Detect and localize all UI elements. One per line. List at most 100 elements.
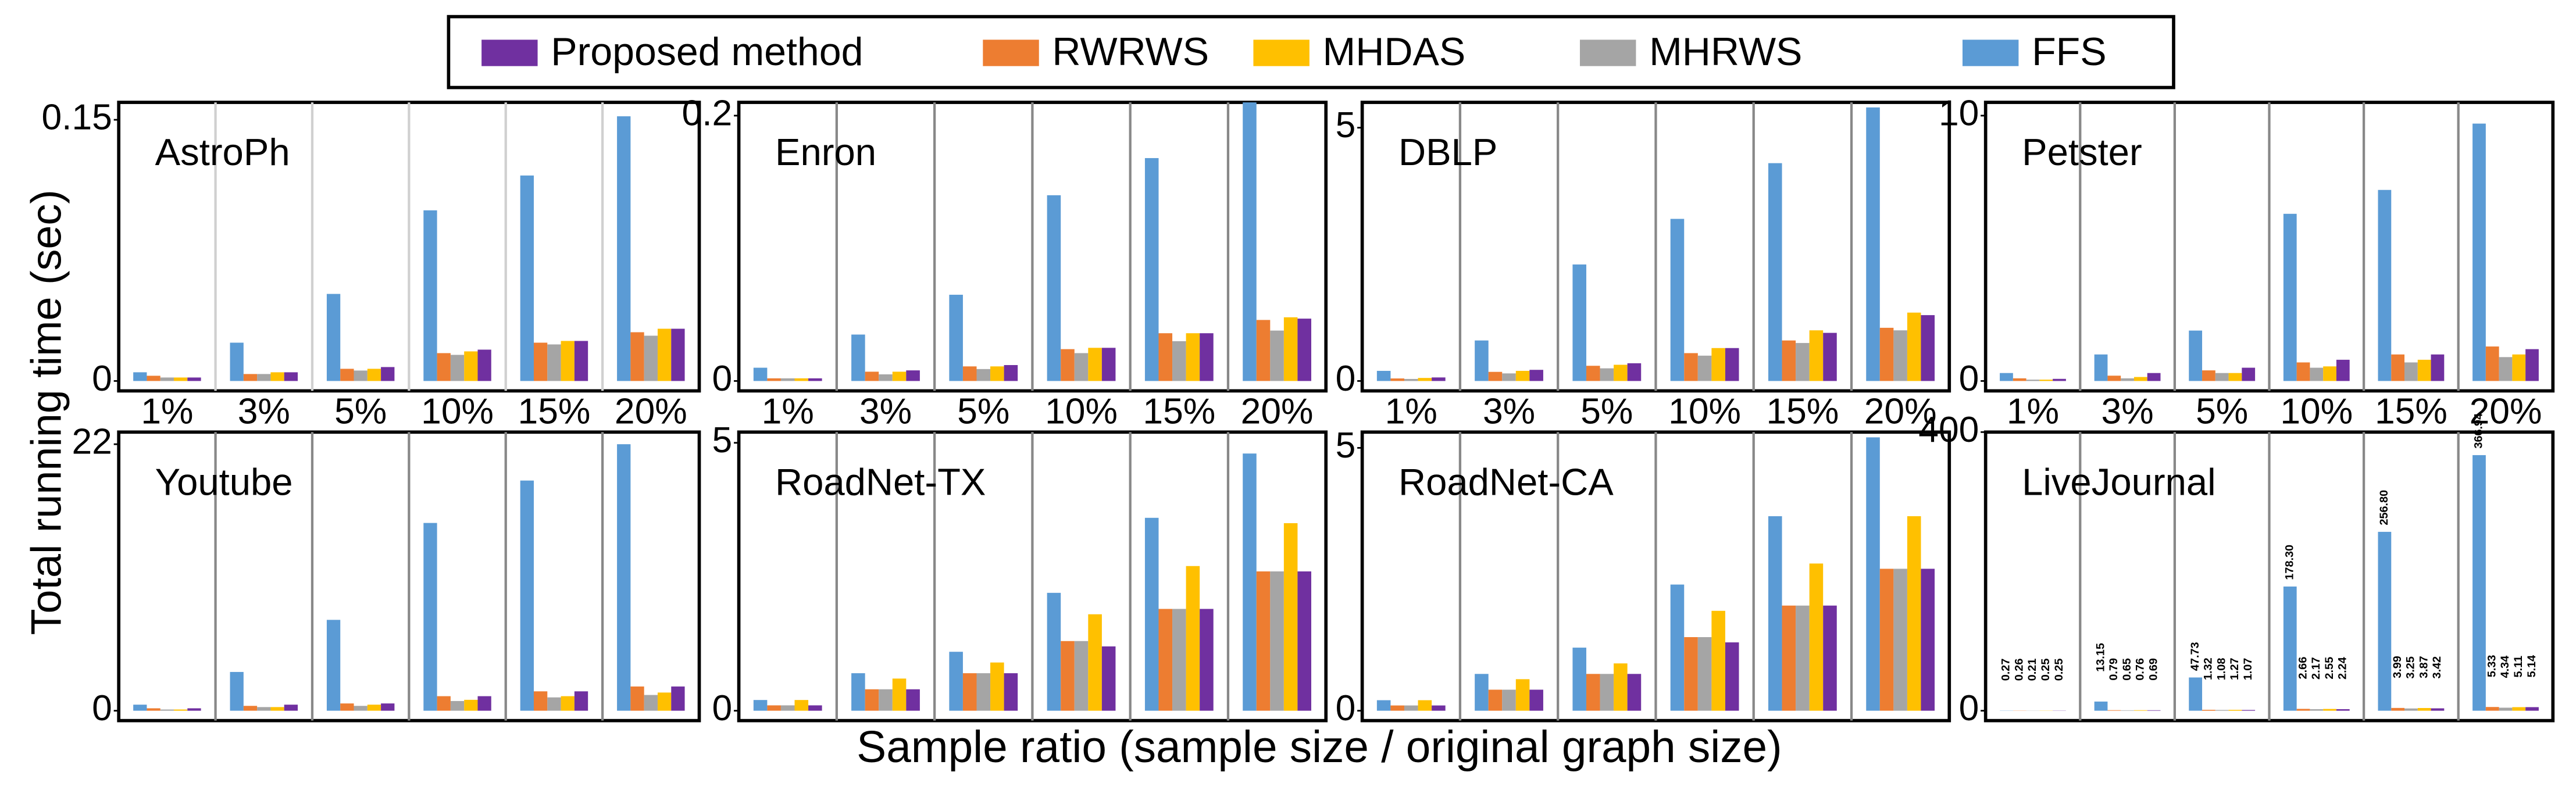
bar	[2499, 357, 2513, 381]
bar	[2147, 710, 2161, 711]
x-tick-label: 5%	[1580, 392, 1633, 432]
bar	[879, 374, 893, 381]
bar	[2133, 710, 2147, 711]
y-tick-label: 5	[1336, 426, 1356, 466]
data-label: 3.42	[2431, 656, 2443, 679]
bar	[644, 695, 658, 711]
bar	[753, 367, 768, 381]
bar	[1243, 453, 1257, 711]
bar	[547, 697, 561, 711]
bar	[270, 707, 284, 711]
x-tick-label: 1%	[762, 392, 814, 432]
x-tick-label: 20%	[615, 392, 687, 432]
bar	[990, 662, 1004, 711]
bar	[630, 332, 644, 381]
panel-title: AstroPh	[155, 131, 290, 173]
bar	[1376, 700, 1391, 711]
bar	[1627, 363, 1642, 381]
panel-title: DBLP	[1398, 131, 1497, 173]
bar	[1921, 315, 1935, 381]
bar	[1823, 605, 1837, 711]
bar	[2472, 123, 2486, 381]
bar	[354, 370, 368, 381]
bar	[1404, 705, 1418, 711]
bar	[2525, 349, 2539, 381]
bar	[671, 328, 685, 381]
x-tick-label: 3%	[859, 392, 912, 432]
bar	[962, 366, 977, 381]
bar	[423, 210, 437, 381]
bar	[1697, 637, 1712, 711]
bar	[949, 295, 963, 381]
bar	[450, 700, 465, 711]
data-label: 0.21	[2026, 659, 2039, 681]
bar	[230, 342, 244, 381]
data-label: 1.27	[2228, 657, 2241, 680]
bar	[187, 377, 201, 381]
bar	[1243, 102, 1257, 381]
bar	[879, 689, 893, 711]
bar	[381, 367, 395, 381]
x-tick-label: 20%	[2470, 392, 2542, 432]
bar	[1515, 370, 1530, 381]
bar	[906, 370, 920, 381]
bar	[340, 703, 354, 711]
data-label: 13.15	[2094, 643, 2107, 672]
x-tick-label: 1%	[141, 392, 193, 432]
bar	[1256, 571, 1271, 711]
bar	[1711, 348, 1725, 381]
bar	[381, 703, 395, 711]
data-label: 256.80	[2378, 490, 2391, 526]
bar	[1297, 571, 1311, 711]
bar	[1270, 571, 1284, 711]
bar	[1432, 705, 1446, 711]
y-tick-label: 5	[1336, 105, 1356, 145]
bar	[767, 705, 781, 711]
bar	[1600, 368, 1614, 381]
bar	[1502, 373, 1516, 381]
bar	[851, 673, 865, 711]
data-label: 0.26	[2013, 659, 2025, 681]
bar	[2472, 455, 2486, 711]
x-tick-label: 15%	[518, 392, 591, 432]
bar	[174, 377, 188, 381]
bar	[1670, 219, 1685, 381]
bar	[437, 696, 451, 711]
bar	[2121, 710, 2134, 711]
bar	[1418, 700, 1432, 711]
bar	[2391, 354, 2405, 381]
bar	[257, 374, 271, 381]
bar	[1488, 371, 1503, 381]
bar	[1725, 642, 1739, 711]
bar	[2228, 373, 2242, 381]
y-tick-label: 0.2	[682, 93, 733, 133]
bar	[464, 699, 478, 711]
bar	[520, 480, 534, 711]
bar	[2189, 677, 2203, 711]
x-tick-label: 20%	[1864, 392, 1937, 432]
bar	[2323, 709, 2336, 711]
bar	[1270, 330, 1284, 381]
bar	[1515, 679, 1530, 711]
bar	[1879, 327, 1894, 381]
data-label: 0.65	[2121, 658, 2133, 681]
bar	[1074, 641, 1089, 711]
bar	[1158, 333, 1173, 381]
bar	[1879, 569, 1894, 711]
data-label: 1.07	[2242, 658, 2254, 681]
data-label: 4.34	[2499, 656, 2511, 678]
bar	[1061, 641, 1075, 711]
legend-label: MHDAS	[1323, 30, 1466, 74]
bar	[617, 444, 631, 711]
bar	[2404, 708, 2418, 711]
bar	[780, 705, 795, 711]
bar	[2121, 378, 2134, 381]
bar	[976, 673, 991, 711]
bar	[1502, 689, 1516, 711]
bar	[1475, 340, 1489, 381]
bar	[2283, 586, 2297, 711]
bar	[1809, 330, 1824, 381]
data-label: 3.25	[2404, 656, 2417, 679]
bar	[2525, 707, 2539, 711]
bar	[2378, 531, 2392, 711]
